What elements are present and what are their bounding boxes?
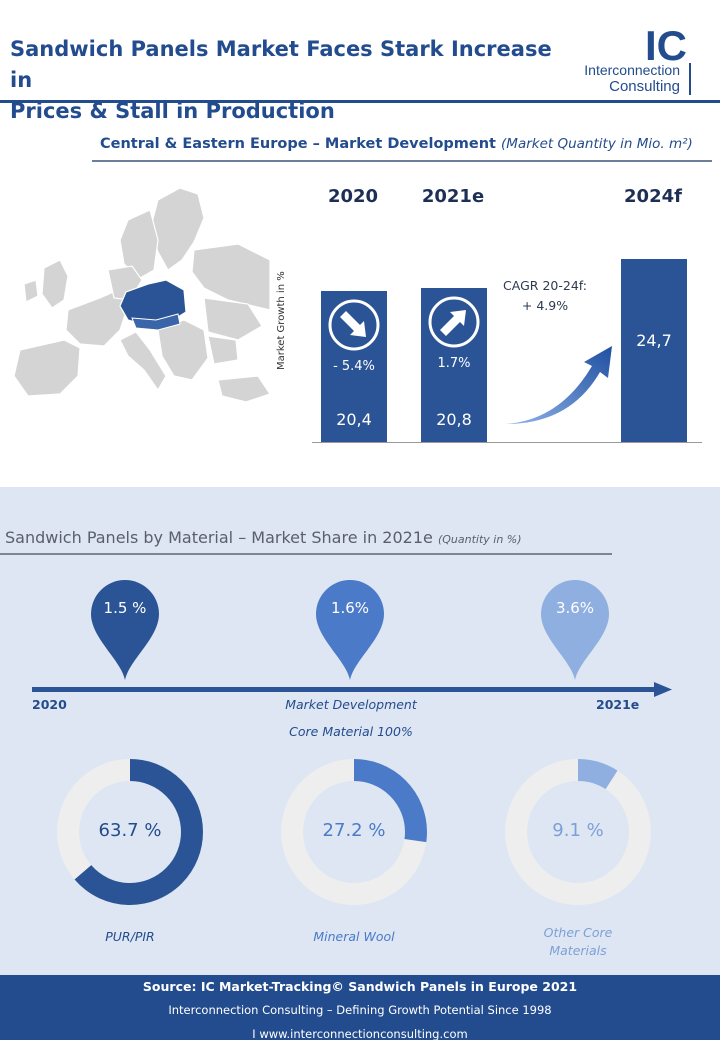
section1-title-sub: (Market Quantity in Mio. m²) xyxy=(501,136,693,152)
map-ukraine xyxy=(203,297,263,341)
map-cee-south xyxy=(131,313,181,331)
map-iberia xyxy=(13,339,81,397)
map-balkans xyxy=(157,319,209,381)
arrow-up-icon xyxy=(428,296,480,348)
growth-arrow-icon xyxy=(506,346,612,424)
donut-label-2: Mineral Wool xyxy=(313,929,395,944)
donut-label-3: Other Core Materials xyxy=(543,925,613,958)
footer xyxy=(0,975,720,1040)
logo-text-consulting: Consulting xyxy=(609,78,680,95)
donut-3 xyxy=(505,759,651,905)
timeline-pin-2 xyxy=(316,580,384,680)
timeline-pin-3 xyxy=(541,580,609,680)
logo-bar xyxy=(689,63,691,95)
footer-source: Source: IC Market-Tracking© Sandwich Pan… xyxy=(142,979,578,994)
timeline-pin-label-3: 3.6% xyxy=(555,599,595,617)
timeline-mid-label-2: Core Material 100% xyxy=(289,724,413,739)
map-turkey xyxy=(217,375,271,403)
chart-y-axis-label: Market Growth in % xyxy=(276,271,287,370)
arrow-down-icon xyxy=(328,299,380,351)
logo-text-interconnection: Interconnection xyxy=(584,62,680,78)
timeline-start-label: 2020 xyxy=(32,697,67,712)
year-label-2024f: 2024f xyxy=(624,186,682,207)
donut-value-2: 27.2 % xyxy=(322,820,386,841)
page-title-line-2: Prices & Stall in Production xyxy=(10,99,335,123)
donut-label-1: PUR/PIR xyxy=(105,929,155,944)
timeline-arrow xyxy=(32,682,672,697)
bar-value-2020: 20,4 xyxy=(336,410,372,429)
bar-growth-2020: - 5.4% xyxy=(333,358,375,374)
chart-baseline xyxy=(312,442,702,443)
bar-value-2024f: 24,7 xyxy=(636,331,672,350)
map-ireland xyxy=(23,279,39,303)
map-france-benelux xyxy=(65,289,129,347)
map-italy xyxy=(119,331,167,392)
donut-1 xyxy=(57,759,203,905)
logo-ic-mark: IC xyxy=(645,24,687,64)
donut-slice-2 xyxy=(281,759,427,905)
map-norway-sweden xyxy=(119,209,159,279)
map-uk xyxy=(41,259,69,309)
bar-value-2021e: 20,8 xyxy=(436,410,472,429)
europe-map xyxy=(13,187,271,403)
section2-title-sub: (Quantity in %) xyxy=(437,533,522,546)
year-label-2021e: 2021e xyxy=(421,186,485,207)
bar-growth-2021e: 1.7% xyxy=(437,355,471,371)
page-title: Sandwich Panels Market Faces Stark Incre… xyxy=(10,34,570,127)
timeline-end-label: 2021e xyxy=(596,697,640,712)
donut-slice-3 xyxy=(505,759,651,905)
cagr-annotation: CAGR 20-24f: + 4.9% xyxy=(490,276,600,316)
footer-website-link[interactable]: I www.interconnectionconsulting.com xyxy=(252,1027,468,1040)
map-romania xyxy=(207,335,239,365)
header-divider xyxy=(0,100,720,103)
donut-value-3: 9.1 % xyxy=(552,820,604,841)
donut-slice-1 xyxy=(57,759,203,905)
section1-divider xyxy=(92,160,712,162)
timeline-pin-1 xyxy=(91,580,159,680)
section2-divider xyxy=(0,553,612,555)
cagr-value: + 4.9% xyxy=(521,298,569,313)
footer-tagline: Interconnection Consulting – Defining Gr… xyxy=(168,1003,552,1017)
section1-title: Central & Eastern Europe – Market Develo… xyxy=(100,136,693,152)
timeline-pin-label-1: 1.5 % xyxy=(103,599,147,617)
section2-title: Sandwich Panels by Material – Market Sha… xyxy=(5,528,522,547)
donut-value-1: 63.7 % xyxy=(98,820,162,841)
section1-title-main: Central & Eastern Europe – Market Develo… xyxy=(100,136,502,152)
year-label-2020: 2020 xyxy=(327,186,379,207)
logo-ic-text: IC xyxy=(645,24,687,64)
timeline-pin-label-2: 1.6% xyxy=(330,599,370,617)
donut-2 xyxy=(281,759,427,905)
section2-title-main: Sandwich Panels by Material – Market Sha… xyxy=(5,528,438,547)
cagr-label: CAGR 20-24f: xyxy=(503,278,587,293)
bar-2024f xyxy=(621,259,687,442)
timeline-mid-label-1: Market Development xyxy=(285,697,417,712)
page-title-line-1: Sandwich Panels Market Faces Stark Incre… xyxy=(10,37,552,92)
